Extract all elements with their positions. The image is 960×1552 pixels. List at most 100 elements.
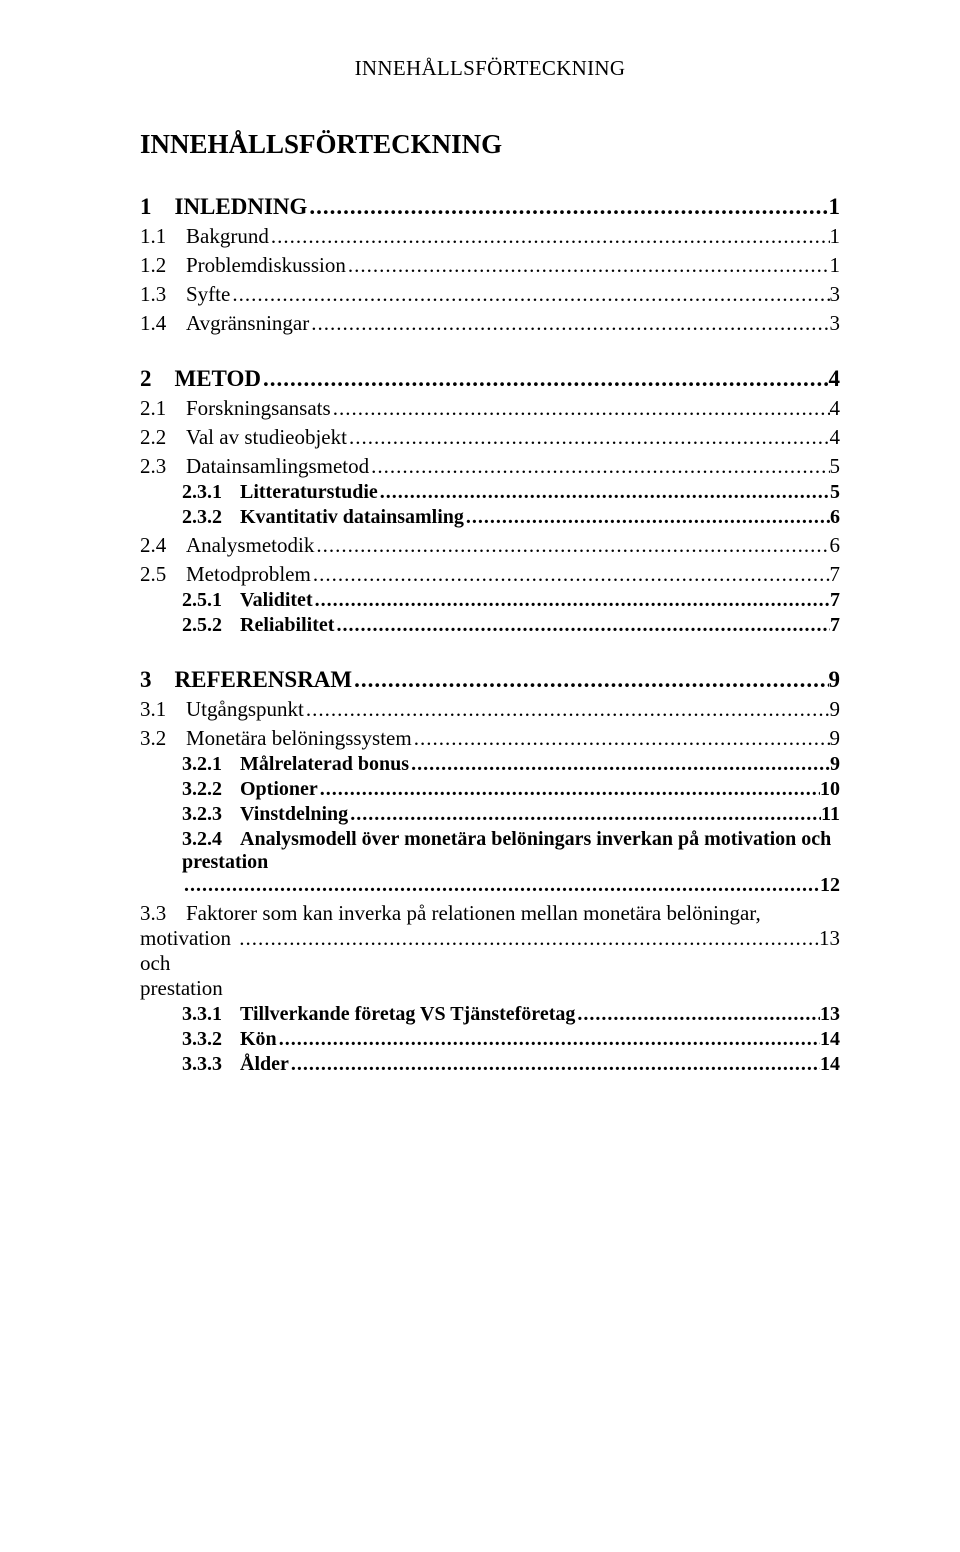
toc-entry-2-4: 2.4Analysmetodik 6: [140, 533, 840, 558]
toc-entry-2-3-1: 2.3.1Litteraturstudie 5: [182, 481, 840, 504]
toc-leader: [575, 1003, 820, 1026]
toc-entry-2-2: 2.2Val av studieobjekt 4: [140, 425, 840, 450]
doc-title: INNEHÅLLSFÖRTECKNING: [140, 129, 840, 160]
toc-page: 10: [820, 778, 840, 801]
toc-leader: [309, 311, 829, 336]
toc-title: Vinstdelning: [240, 803, 348, 825]
toc-leader: [334, 614, 830, 637]
toc-page: 5: [830, 481, 840, 504]
toc-leader: [412, 726, 830, 751]
toc-entry-3-2-2: 3.2.2Optioner 10: [182, 778, 840, 801]
toc-num: 2.1: [140, 396, 186, 421]
toc-page: 13: [819, 926, 840, 951]
toc-title: Analysmodell över monetära belöningars i…: [182, 828, 831, 873]
toc-title: Optioner: [240, 778, 318, 800]
toc-leader: [277, 1028, 820, 1051]
toc-entry-2-5-2: 2.5.2Reliabilitet 7: [182, 614, 840, 637]
toc-leader: [261, 366, 829, 392]
toc-leader: [346, 253, 830, 278]
toc-title: Datainsamlingsmetod: [186, 454, 369, 478]
toc-entry-2-3-2: 2.3.2Kvantitativ datainsamling 6: [182, 506, 840, 529]
toc-entry-2-5-1: 2.5.1Validitet 7: [182, 589, 840, 612]
toc-num: 2.5: [140, 562, 186, 587]
toc-entry-3-3-3: 3.3.3Ålder 14: [182, 1053, 840, 1076]
toc-leader: [409, 753, 830, 776]
toc-title: Målrelaterad bonus: [240, 753, 409, 775]
toc-entry-1: 1 INLEDNING 1: [140, 194, 840, 220]
toc-page: 6: [830, 533, 841, 558]
toc-leader: [378, 481, 830, 504]
toc-title-line2: motivation och prestation: [140, 926, 237, 1001]
toc-entry-1-2: 1.2Problemdiskussion 1: [140, 253, 840, 278]
toc-leader: [313, 589, 830, 612]
toc-page: 1: [830, 253, 841, 278]
toc-leader: [304, 697, 830, 722]
toc-title: METOD: [175, 366, 261, 391]
toc-entry-2-3: 2.3Datainsamlingsmetod 5: [140, 454, 840, 479]
toc-title: Problemdiskussion: [186, 253, 346, 277]
toc-leader: [289, 1053, 820, 1076]
toc-num: 1.4: [140, 311, 186, 336]
toc-title: Avgränsningar: [186, 311, 309, 335]
toc-title: REFERENSRAM: [175, 667, 353, 692]
toc-entry-1-1: 1.1Bakgrund 1: [140, 224, 840, 249]
toc-page: 13: [820, 1003, 840, 1026]
toc-page: 9: [830, 726, 841, 751]
toc-title-line1: Faktorer som kan inverka på relationen m…: [186, 901, 761, 926]
toc-page: 7: [830, 614, 840, 637]
toc-num: 3.2.1: [182, 753, 240, 776]
toc-entry-3-3-1: 3.3.1Tillverkande företag VS Tjänsteföre…: [182, 1003, 840, 1026]
toc-page: 1: [830, 224, 841, 249]
toc-entry-3-2-1: 3.2.1Målrelaterad bonus 9: [182, 753, 840, 776]
toc-leader: [352, 667, 828, 693]
toc-page: 3: [830, 311, 841, 336]
toc-num: 1.1: [140, 224, 186, 249]
toc-title: Ålder: [240, 1053, 289, 1075]
toc-num: 3.2.3: [182, 803, 240, 826]
toc-page: 9: [830, 753, 840, 776]
toc-page: 12: [820, 874, 840, 897]
toc-num: 2.3.2: [182, 506, 240, 529]
toc-num: 2.3.1: [182, 481, 240, 504]
toc-title: Reliabilitet: [240, 614, 334, 636]
toc-leader: [348, 803, 821, 826]
toc-leader: [314, 533, 829, 558]
toc-leader: [318, 778, 820, 801]
toc-num: 3: [140, 667, 152, 692]
toc-num: 2.3: [140, 454, 186, 479]
toc-page: 11: [821, 803, 840, 826]
toc-page: 4: [830, 425, 841, 450]
toc-title: Kvantitativ datainsamling: [240, 506, 464, 528]
toc-num: 2: [140, 366, 152, 391]
toc-leader: [331, 396, 830, 421]
toc-num: 3.2: [140, 726, 186, 751]
toc-leader: [464, 506, 830, 529]
toc-num: 3.3.3: [182, 1053, 240, 1076]
toc-entry-1-4: 1.4Avgränsningar 3: [140, 311, 840, 336]
toc-leader: [347, 425, 830, 450]
toc-title: Bakgrund: [186, 224, 269, 248]
toc-page: 5: [830, 454, 841, 479]
toc-title: Syfte: [186, 282, 230, 306]
toc-page: 6: [830, 506, 840, 529]
toc-page: 14: [820, 1028, 840, 1051]
toc-num: 1: [140, 194, 152, 219]
toc-entry-3-2: 3.2Monetära belöningssystem 9: [140, 726, 840, 751]
toc-page: 14: [820, 1053, 840, 1076]
toc-entry-2-1: 2.1Forskningsansats 4: [140, 396, 840, 421]
toc-num: 2.4: [140, 533, 186, 558]
toc-title: Analysmetodik: [186, 533, 314, 557]
toc-title: Validitet: [240, 589, 313, 611]
toc-page: 3: [830, 282, 841, 307]
toc-num: 2.5.1: [182, 589, 240, 612]
toc-num: 3.3: [140, 901, 186, 926]
toc-num: 3.3.1: [182, 1003, 240, 1026]
toc-entry-3-3: 3.3 Faktorer som kan inverka på relation…: [140, 901, 840, 1001]
toc-title: Val av studieobjekt: [186, 425, 347, 449]
toc-entry-3-2-3: 3.2.3Vinstdelning 11: [182, 803, 840, 826]
toc-title: INLEDNING: [175, 194, 308, 219]
toc-leader: [182, 874, 820, 897]
toc-title: Monetära belöningssystem: [186, 726, 412, 750]
page: INNEHÅLLSFÖRTECKNING INNEHÅLLSFÖRTECKNIN…: [0, 0, 960, 1552]
toc-num: 1.3: [140, 282, 186, 307]
